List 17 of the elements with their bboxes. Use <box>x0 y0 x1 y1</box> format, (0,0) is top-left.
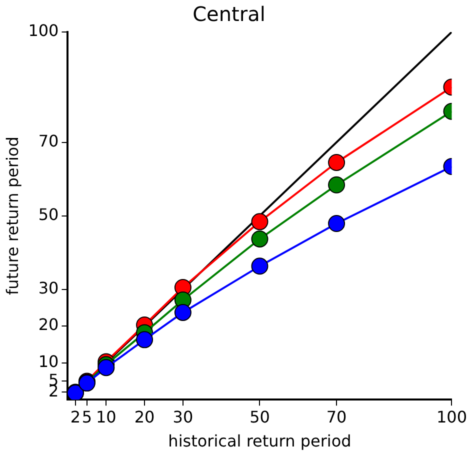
x-tick-label: 10 <box>96 407 116 426</box>
x-tick-label: 100 <box>436 407 468 426</box>
y-tick-label: 20 <box>38 315 59 334</box>
x-tick-label: 20 <box>134 407 155 426</box>
x-tick-label: 5 <box>82 407 92 426</box>
y-tick-label: 50 <box>38 204 59 224</box>
x-tick-label: 2 <box>70 407 81 426</box>
y-tick-label: 70 <box>38 131 59 150</box>
y-tick-label: 10 <box>38 352 59 371</box>
x-axis-title: historical return period <box>168 432 352 451</box>
x-tick-label: 50 <box>250 407 270 426</box>
y-tick-label: 30 <box>38 278 59 298</box>
x-tick-label: 70 <box>326 407 347 426</box>
y-axis-title: future return period <box>2 136 22 295</box>
y-tick-label: 100 <box>28 21 59 40</box>
x-tick-label: 30 <box>172 407 194 426</box>
chart-title: Central <box>192 2 266 26</box>
